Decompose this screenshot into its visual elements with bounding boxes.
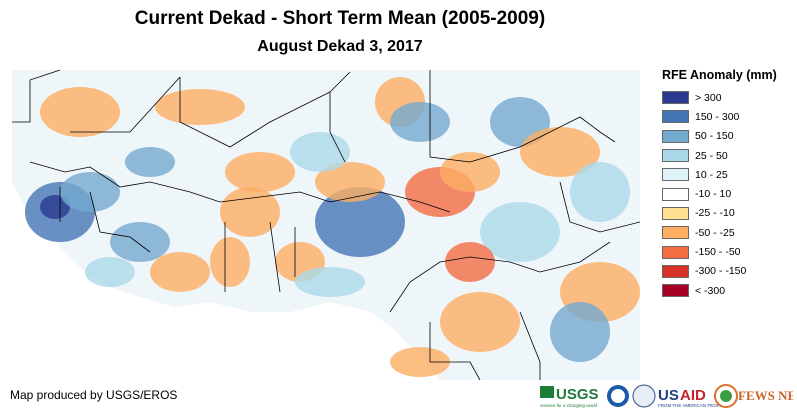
legend-item: < -300	[662, 281, 777, 300]
legend-swatch	[662, 129, 689, 143]
svg-text:FROM THE AMERICAN PEOPLE: FROM THE AMERICAN PEOPLE	[658, 403, 725, 408]
anomaly-patch	[225, 152, 295, 192]
anomaly-patch	[315, 187, 405, 257]
anomaly-patch	[315, 162, 385, 202]
legend: RFE Anomaly (mm) > 300 150 - 300 50 - 150 2…	[662, 68, 777, 300]
usgs-logo: USGS science for a changing world	[540, 386, 599, 408]
anomaly-patch	[290, 132, 350, 172]
anomaly-patch	[445, 242, 495, 282]
anomaly-patch	[110, 222, 170, 262]
legend-title: RFE Anomaly (mm)	[662, 68, 777, 82]
anomaly-patch	[40, 195, 70, 219]
country-borders	[12, 69, 641, 380]
anomaly-patch	[155, 89, 245, 125]
anomaly-patch	[570, 162, 630, 222]
legend-label: -25 - -10	[695, 207, 735, 220]
legend-label: 25 - 50	[695, 149, 728, 162]
legend-label: -50 - -25	[695, 226, 735, 239]
anomaly-patch	[440, 292, 520, 352]
legend-label: 50 - 150	[695, 130, 734, 143]
legend-item: > 300	[662, 88, 777, 107]
svg-text:science for a changing world: science for a changing world	[540, 403, 598, 408]
legend-label: > 300	[695, 91, 722, 104]
legend-label: 150 - 300	[695, 110, 740, 123]
legend-label: -300 - -150	[695, 265, 747, 278]
legend-swatch	[662, 264, 689, 278]
legend-swatch	[662, 245, 689, 259]
legend-label: -150 - -50	[695, 246, 741, 259]
legend-item: 150 - 300	[662, 107, 777, 126]
legend-item: -150 - -50	[662, 242, 777, 261]
legend-swatch	[662, 226, 689, 240]
legend-swatch	[662, 206, 689, 220]
map-title: Current Dekad - Short Term Mean (2005-20…	[134, 8, 546, 29]
legend-item: -10 - 10	[662, 184, 777, 203]
partner-logos: USGS science for a changing world US AID…	[540, 384, 793, 408]
svg-text:US: US	[658, 387, 679, 404]
legend-item: 10 - 25	[662, 165, 777, 184]
legend-swatch	[662, 284, 689, 298]
anomaly-patch	[480, 202, 560, 262]
credit-text: Map produced by USGS/EROS	[10, 388, 178, 402]
legend-label: 10 - 25	[695, 168, 728, 181]
legend-swatch	[662, 91, 689, 105]
svg-text:AID: AID	[680, 387, 706, 404]
map-subtitle: August Dekad 3, 2017	[257, 38, 423, 55]
anomaly-patch	[125, 147, 175, 177]
anomaly-patch	[550, 302, 610, 362]
anomaly-patch	[390, 347, 450, 377]
legend-label: < -300	[695, 284, 726, 297]
legend-swatch	[662, 110, 689, 124]
anomaly-patch	[210, 237, 250, 287]
anomaly-patch	[85, 257, 135, 287]
anomaly-patch	[220, 187, 280, 237]
legend-item: -25 - -10	[662, 204, 777, 223]
legend-swatch	[662, 149, 689, 163]
rainfall-anomaly-map	[12, 69, 641, 380]
legend-item: 50 - 150	[662, 127, 777, 146]
legend-swatch	[662, 187, 689, 201]
legend-item: -50 - -25	[662, 223, 777, 242]
anomaly-patch	[440, 152, 500, 192]
legend-swatch	[662, 168, 689, 182]
svg-text:USGS: USGS	[556, 386, 599, 403]
anomaly-patch	[40, 87, 120, 137]
legend-label: -10 - 10	[695, 188, 732, 201]
legend-item: 25 - 50	[662, 146, 777, 165]
svg-text:FEWS NET: FEWS NET	[738, 388, 793, 403]
usaid-logo: US AID FROM THE AMERICAN PEOPLE	[632, 384, 725, 408]
anomaly-patch	[390, 102, 450, 142]
anomaly-patch	[150, 252, 210, 292]
noaa-logo	[607, 385, 629, 407]
anomaly-patch	[520, 127, 600, 177]
fewsnet-logo: FEWS NET	[714, 384, 793, 408]
anomaly-patch	[295, 267, 365, 297]
legend-item: -300 - -150	[662, 262, 777, 281]
